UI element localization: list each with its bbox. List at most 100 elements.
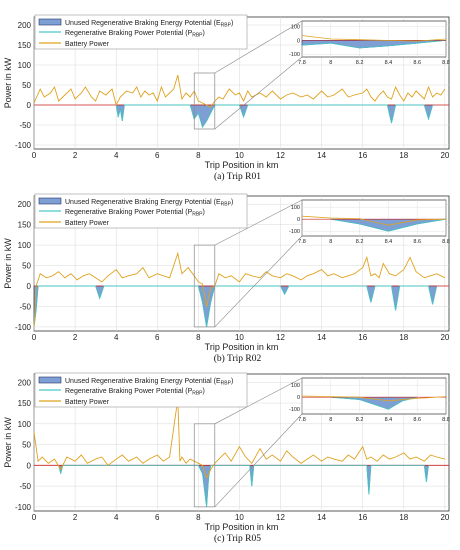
inset-y-tick-label: -100 [289,52,300,58]
legend-box [34,372,248,408]
legend-label-potential: Regenerative Braking Power Potential (PR… [65,388,205,397]
y-tick-label: -50 [19,482,31,491]
inset-x-tick-label: 8.2 [356,239,364,245]
x-tick-label: 18 [399,333,408,342]
x-tick-label: 20 [440,333,449,342]
x-tick-label: 20 [440,513,449,522]
y-tick-label: -100 [15,503,32,512]
x-tick-label: 4 [114,151,119,160]
x-tick-label: 18 [399,151,408,160]
x-tick-label: 8 [196,151,201,160]
inset-x-tick-label: 8 [329,60,332,66]
inset-x-tick-label: 8.8 [442,239,450,245]
inset-frame [301,377,447,415]
y-tick-label: 150 [18,41,32,50]
inset-series-line-battery [301,395,447,402]
zoom-connector [214,56,303,130]
y-tick-label: 50 [22,441,31,450]
legend-swatch-unused [38,376,62,384]
y-tick-label: 200 [18,378,32,387]
inset-frame [301,199,447,237]
x-tick-label: 0 [32,513,37,522]
y-tick-label: 100 [18,61,32,70]
legend-label-battery: Battery Power [65,41,110,48]
inset-x-tick-label: 8.6 [413,239,421,245]
y-tick-label: 200 [18,200,32,209]
inset-y-tick-label: -100 [289,407,300,413]
x-tick-label: 20 [440,151,449,160]
y-tick-label: -100 [15,323,32,332]
x-tick-label: 14 [317,333,326,342]
y-tick-label: 150 [18,221,32,230]
y-tick-label: -100 [15,141,32,150]
zoom-connector [214,235,303,328]
inset-x-tick-label: 7.8 [298,239,306,245]
inset-chart: 7.8 8 8.2 8.4 8.6 8.8 -100 0 100 [289,377,450,423]
inset-x-tick-label: 8.8 [442,417,450,423]
zoom-box [193,244,216,328]
y-axis-label: Power in kW [3,238,13,289]
zoom-connector [214,413,303,508]
x-tick-label: 14 [317,151,326,160]
zoom-connector [214,199,303,246]
legend-label-potential: Regenerative Braking Power Potential (PR… [65,209,205,218]
zoom-connector [214,20,303,74]
y-tick-label: 100 [18,241,32,250]
inset-series-line-battery [301,35,447,42]
chart-panel: 0 2 4 6 8 10 12 14 16 18 20 -100 -50 0 50 100 150 200 Trip… [3,14,450,182]
inset-x-tick-label: 8.8 [442,60,450,66]
y-tick-label: 50 [22,81,31,90]
legend-box [34,14,248,50]
x-tick-label: 6 [155,151,160,160]
x-tick-label: 16 [358,333,367,342]
inset-x-tick-label: 8.4 [385,239,393,245]
y-tick-label: -50 [19,121,31,130]
y-tick-label: 100 [18,420,32,429]
inset-series-line-potential [330,218,447,232]
legend-label-unused: Unused Regenerative Braking Energy Poten… [65,20,233,29]
x-tick-label: 0 [32,333,37,342]
x-tick-label: 4 [114,333,119,342]
x-tick-label: 12 [276,333,285,342]
inset-y-tick-label: -100 [289,229,300,235]
panel-caption: (c) Trip R05 [214,533,261,544]
inset-chart: 7.8 8 8.2 8.4 8.6 8.8 -100 0 100 [289,199,450,245]
zoom-box [193,423,216,508]
x-tick-label: 10 [235,513,244,522]
chart-panel: 0 2 4 6 8 10 12 14 16 18 20 -100 -50 0 50 100 150 200 Trip… [3,193,450,364]
legend-swatch-unused [38,197,62,205]
series-line-battery [33,74,446,108]
x-tick-label: 10 [235,333,244,342]
series-line-potential [115,104,434,129]
legend-label-potential: Regenerative Braking Power Potential (PR… [65,30,205,39]
y-tick-label: 0 [27,101,32,110]
x-tick-label: 12 [276,513,285,522]
inset-y-tick-label: 0 [297,395,300,401]
legend: Unused Regenerative Braking Energy Poten… [34,193,248,229]
inset-series-line-battery [301,215,447,226]
inset-series-line-potential [301,40,447,49]
x-tick-label: 8 [196,513,201,522]
inset-y-tick-label: 100 [291,383,300,389]
inset-y-tick-label: 0 [297,38,300,44]
legend-label-unused: Unused Regenerative Braking Energy Poten… [65,378,233,387]
x-tick-label: 8 [196,333,201,342]
x-tick-label: 16 [358,513,367,522]
series-line-potential [58,464,429,507]
inset-y-tick-label: 100 [291,205,300,211]
legend-label-battery: Battery Power [65,399,110,406]
zoom-box [193,72,216,130]
series-line-battery [33,398,446,479]
inset-x-tick-label: 8.6 [413,417,421,423]
y-axis-label: Power in kW [3,417,13,468]
inset-x-tick-label: 8.4 [385,417,393,423]
y-tick-label: 200 [18,21,32,30]
x-tick-label: 4 [114,513,119,522]
y-tick-label: 0 [27,461,32,470]
x-axis-label: Trip Position in km [205,342,279,352]
x-tick-label: 12 [276,151,285,160]
inset-y-tick-label: 100 [291,25,300,31]
inset-y-tick-label: 0 [297,217,300,223]
legend-swatch-unused [38,18,62,26]
